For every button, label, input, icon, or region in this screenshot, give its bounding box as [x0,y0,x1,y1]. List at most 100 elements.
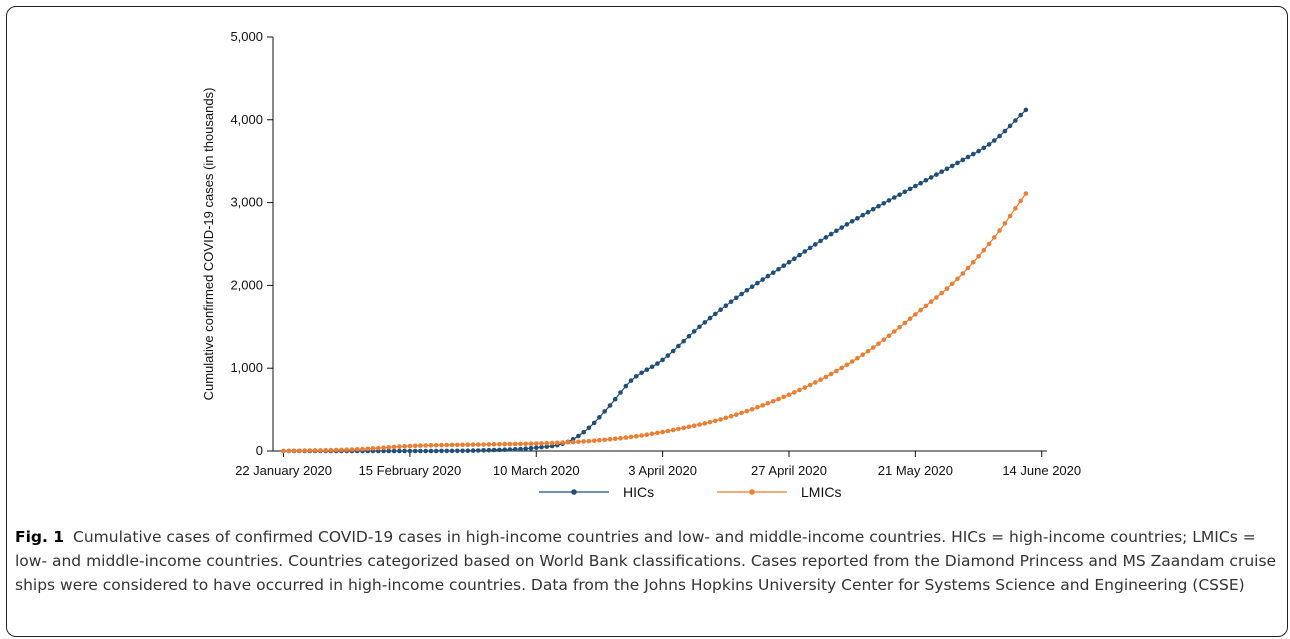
data-point-hics [934,172,939,177]
data-point-lmics [913,312,918,317]
data-point-lmics [360,446,365,452]
data-point-lmics [333,447,339,453]
data-point-hics [802,249,808,254]
data-point-lmics [539,441,544,446]
data-point-lmics [576,439,581,445]
data-point-hics [676,343,681,349]
data-point-lmics [412,443,418,449]
line-chart: 0 1,000 2,000 3,000 4,000 5,000 Cumulative con… [201,29,1081,500]
data-point-lmics [986,241,992,247]
data-point-lmics [481,442,486,447]
data-point-hics [597,415,602,420]
data-point-lmics [597,437,602,443]
data-point-lmics [939,290,944,296]
data-point-lmics [612,436,618,442]
data-point-hics [502,447,508,453]
data-point-hics [628,378,634,383]
data-point-lmics [391,444,397,450]
data-point-hics [391,448,397,454]
data-point-lmics [297,448,302,454]
data-point-lmics [955,276,960,282]
data-point-lmics [428,443,434,448]
data-point-lmics [813,380,818,385]
y-tick-label: 5,000 [230,29,263,44]
data-point-hics [586,425,592,431]
data-point-lmics [660,429,665,435]
data-point-lmics [1002,221,1008,226]
data-point-lmics [755,405,760,410]
data-point-lmics [844,362,850,368]
data-point-hics [1007,123,1013,129]
series-line-hics [283,109,1027,452]
data-point-hics [481,448,486,453]
data-point-hics [965,154,971,160]
data-point-hics [823,235,829,240]
data-point-hics [418,448,423,454]
data-point-lmics [455,442,460,448]
data-point-hics [770,270,776,276]
data-point-lmics [818,377,823,383]
data-point-hics [865,209,871,215]
data-point-hics [697,324,702,330]
data-point-hics [760,277,765,282]
data-point-hics [860,212,865,218]
figure-caption-text: Cumulative cases of confirmed COVID-19 c… [15,528,1277,594]
data-point-lmics [281,448,286,454]
data-point-hics [855,216,860,221]
data-point-lmics [318,448,323,453]
data-point-hics [486,447,492,453]
data-point-lmics [444,442,450,448]
y-tick-label: 0 [256,443,263,458]
data-point-lmics [312,448,318,453]
data-point-lmics [697,422,702,427]
data-point-hics [939,169,944,174]
data-point-hics [433,448,439,454]
data-point-lmics [465,442,471,448]
data-point-lmics [728,414,734,419]
data-point-hics [949,163,955,169]
data-point-lmics [586,438,592,444]
data-point-hics [902,189,908,195]
data-point-lmics [713,418,718,424]
data-point-lmics [649,431,655,437]
data-point-lmics [449,442,455,448]
data-point-lmics [928,299,934,305]
data-point-lmics [823,374,829,380]
data-point-lmics [591,438,597,444]
data-point-lmics [918,307,923,313]
data-point-hics [702,320,708,325]
data-point-lmics [786,392,792,398]
x-tick-label: 21 May 2020 [878,463,953,478]
data-point-lmics [770,399,776,404]
data-point-lmics [512,441,518,447]
y-tick-label: 3,000 [230,195,263,210]
data-point-lmics [323,448,329,453]
data-point-hics [955,160,960,166]
data-point-lmics [439,442,444,448]
data-point-hics [491,447,497,453]
data-point-lmics [560,440,565,445]
data-point-hics [944,166,950,172]
data-point-hics [691,329,697,334]
data-point-hics [397,448,402,454]
data-point-hics [928,175,934,180]
data-point-lmics [423,443,429,448]
data-point-lmics [855,355,860,361]
figure-label: Fig. 1 [15,528,65,546]
data-point-hics [765,273,771,279]
data-point-lmics [897,325,902,330]
legend-marker-hics [571,489,577,495]
figure-caption: Fig. 1 Cumulative cases of confirmed COV… [15,525,1277,597]
data-point-lmics [344,447,350,453]
data-point-hics [476,448,481,453]
data-point-hics [681,338,686,344]
data-point-hics [718,307,723,313]
data-point-lmics [734,412,739,417]
data-point-hics [818,238,823,244]
data-point-lmics [670,427,676,433]
data-point-lmics [460,442,465,448]
data-point-hics [739,291,744,297]
data-point-lmics [470,442,476,447]
data-point-lmics [797,387,802,393]
data-point-hics [992,138,997,143]
